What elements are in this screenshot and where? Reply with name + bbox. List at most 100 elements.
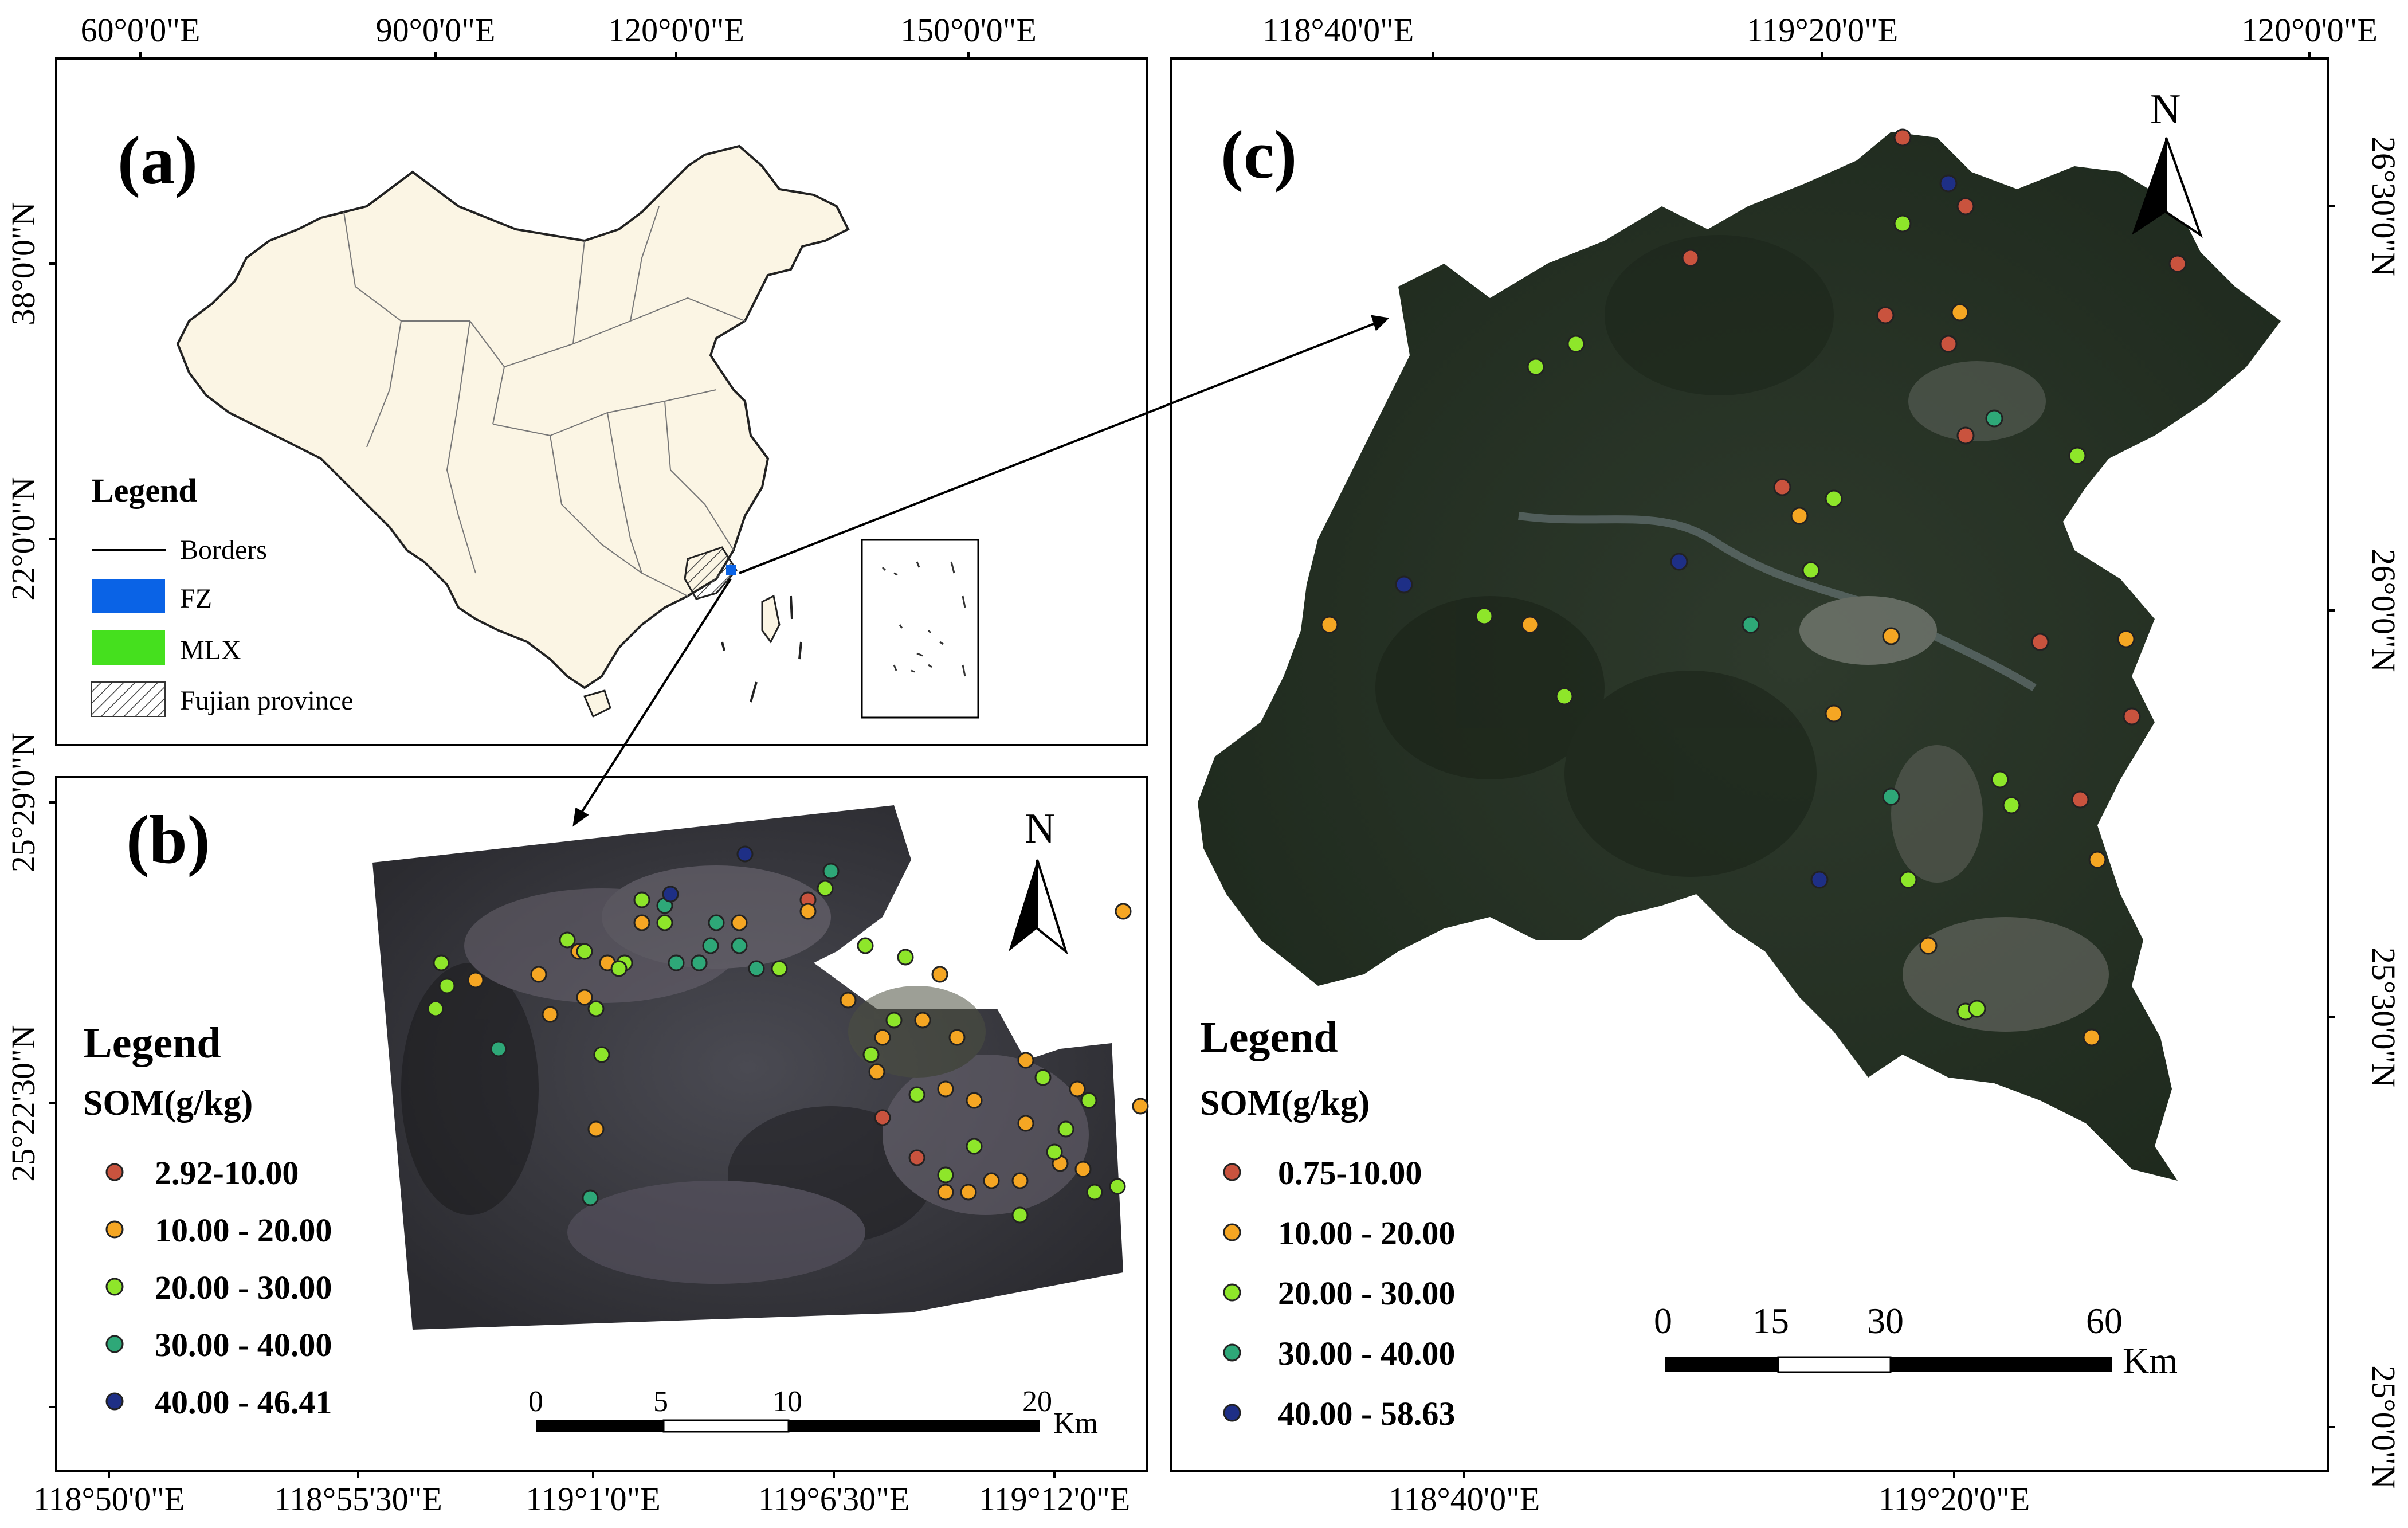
panel-c-point-25 bbox=[1825, 489, 1843, 508]
panel-b-legend-dot-3 bbox=[105, 1278, 124, 1296]
top-tick-150E: 150°0'0"E bbox=[900, 11, 1037, 49]
panel-b-point-42 bbox=[771, 960, 788, 977]
panel-c-legend-title: Legend bbox=[1200, 1013, 1338, 1061]
panel-b-point-68 bbox=[582, 1189, 599, 1206]
panel-b-point-32 bbox=[433, 954, 450, 971]
panel-b-point-71 bbox=[736, 845, 754, 863]
south-china-sea-inset bbox=[861, 539, 979, 719]
panel-b-point-63 bbox=[731, 937, 748, 954]
legend-mlx: MLX bbox=[180, 635, 241, 665]
panel-c-point-12 bbox=[1790, 507, 1809, 525]
panel-b-point-64 bbox=[748, 960, 765, 977]
panel-c-point-16 bbox=[1521, 616, 1539, 634]
panel-b-point-65 bbox=[708, 914, 725, 931]
panel-c-point-0 bbox=[1893, 128, 1912, 147]
bottom-axis: 118°50'0"E 118°55'30"E 119°1'0"E 119°6'3… bbox=[33, 1471, 2030, 1518]
panel-b-legend-items: 2.92-10.00 10.00 - 20.00 20.00 - 30.00 3… bbox=[105, 1154, 332, 1421]
panel-b-point-11 bbox=[937, 1080, 954, 1098]
panel-b-point-12 bbox=[966, 1092, 983, 1109]
panel-b-legend-3: 20.00 - 30.00 bbox=[155, 1269, 332, 1306]
hainan bbox=[583, 689, 611, 718]
top-tick-120E: 120°0'0"E bbox=[608, 11, 744, 49]
panel-c-point-5 bbox=[2168, 254, 2187, 273]
panel-b-point-55 bbox=[1086, 1184, 1103, 1201]
panel-b-legend-title: Legend bbox=[83, 1019, 221, 1067]
panel-b-point-62 bbox=[702, 937, 719, 954]
panel-b-point-28 bbox=[633, 914, 650, 931]
panel-c-point-1 bbox=[1681, 249, 1700, 267]
panel-b-point-56 bbox=[1109, 1178, 1126, 1195]
panel-c-legend-4: 30.00 - 40.00 bbox=[1278, 1335, 1455, 1372]
panel-c-legend-2: 10.00 - 20.00 bbox=[1278, 1214, 1455, 1252]
panel-b-point-27 bbox=[587, 1120, 605, 1138]
panel-c-point-8 bbox=[2031, 633, 2049, 651]
panel-c-point-35 bbox=[1742, 616, 1760, 634]
panel-c-north-arrow-white bbox=[2165, 137, 2203, 238]
panel-b-point-7 bbox=[948, 1029, 966, 1046]
panel-c-point-31 bbox=[2002, 796, 2021, 814]
panel-b-north-arrow-white bbox=[1036, 859, 1068, 955]
panel-b-point-18 bbox=[1011, 1172, 1029, 1189]
panel-b-point-58 bbox=[593, 1046, 610, 1063]
panel-c-point-13 bbox=[1882, 627, 1900, 645]
panel-c-point-38 bbox=[1670, 553, 1688, 571]
panel-b-point-44 bbox=[857, 937, 874, 954]
panel-c-point-20 bbox=[2083, 1028, 2101, 1047]
panel-c-scale-unit: Km bbox=[2123, 1340, 2178, 1381]
right-tick-25N: 25°0'0"N bbox=[2365, 1365, 2402, 1488]
panel-c-sample-points bbox=[1320, 128, 2187, 1047]
panel-b-legend-4: 30.00 - 40.00 bbox=[155, 1326, 332, 1364]
panel-b-point-43 bbox=[817, 880, 834, 897]
panel-c-legend-3: 20.00 - 30.00 bbox=[1278, 1275, 1455, 1312]
panel-c-point-7 bbox=[1956, 426, 1975, 445]
panel-b-legend-dot-2 bbox=[105, 1220, 124, 1239]
panel-b-point-10 bbox=[868, 1063, 885, 1080]
panel-b-scale-bar: 0 5 10 20 Km bbox=[528, 1385, 1098, 1440]
panel-b-point-66 bbox=[822, 863, 840, 880]
panel-c-point-22 bbox=[1527, 358, 1545, 376]
panel-c-point-15 bbox=[1320, 616, 1339, 634]
panel-b-north-arrow bbox=[1009, 860, 1037, 951]
left-tick-38N: 38°0'0"N bbox=[5, 202, 42, 325]
panel-b-point-59 bbox=[937, 1166, 954, 1184]
panel-b-point-34 bbox=[438, 977, 456, 994]
panel-b-legend-2: 10.00 - 20.00 bbox=[155, 1212, 332, 1249]
panel-b-legend-dot-1 bbox=[105, 1163, 124, 1181]
legend-borders: Borders bbox=[180, 535, 267, 565]
panel-b-point-41 bbox=[633, 891, 650, 908]
panel-b-point-49 bbox=[966, 1138, 983, 1155]
bottom-tick-118-55-30E: 118°55'30"E bbox=[274, 1480, 442, 1518]
left-tick-25-29N: 25°29'0"N bbox=[5, 732, 42, 872]
panel-c-point-27 bbox=[1475, 607, 1493, 625]
panel-b-legend-5: 40.00 - 46.41 bbox=[155, 1384, 332, 1421]
panel-b-point-1 bbox=[874, 1109, 891, 1126]
panel-b-point-31 bbox=[1017, 1115, 1034, 1132]
panel-a-legend-title: Legend bbox=[92, 472, 197, 509]
panel-c-point-28 bbox=[1555, 687, 1574, 706]
panel-c-point-37 bbox=[1939, 174, 1958, 193]
panel-c-legend-dot-1 bbox=[1223, 1163, 1241, 1181]
panel-b-point-70 bbox=[662, 886, 679, 903]
panel-c: N (c) Legend SOM(g/kg) 0.75-10.00 10.00 … bbox=[572, 57, 2329, 1472]
panel-b-point-14 bbox=[1069, 1080, 1086, 1098]
bottom-tick-119-12E: 119°12'0"E bbox=[979, 1480, 1131, 1518]
panel-b-legend-1: 2.92-10.00 bbox=[155, 1154, 299, 1192]
panel-c-legend-dot-5 bbox=[1223, 1404, 1241, 1422]
panel-b-point-5 bbox=[931, 966, 948, 983]
right-tick-25-30N: 25°30'0"N bbox=[2365, 947, 2402, 1087]
panel-b-label: (b) bbox=[126, 801, 210, 877]
panel-b-point-21 bbox=[937, 1184, 954, 1201]
panel-c-point-24 bbox=[2068, 446, 2087, 465]
panel-c-legend-dot-3 bbox=[1223, 1283, 1241, 1302]
panel-c-point-39 bbox=[1395, 575, 1413, 594]
panel-b-point-3 bbox=[799, 903, 817, 920]
panel-c-north-label: N bbox=[2150, 86, 2180, 133]
top-axis: 60°0'0"E 90°0'0"E 120°0'0"E 150°0'0"E 11… bbox=[81, 11, 2378, 58]
panel-c-north-arrow bbox=[2132, 138, 2166, 235]
panel-b-point-9 bbox=[840, 992, 857, 1009]
fujian-swatch bbox=[91, 681, 166, 717]
panel-b-scale-5: 5 bbox=[653, 1385, 668, 1418]
panel-b-point-46 bbox=[885, 1012, 903, 1029]
legend-fz: FZ bbox=[180, 583, 212, 614]
